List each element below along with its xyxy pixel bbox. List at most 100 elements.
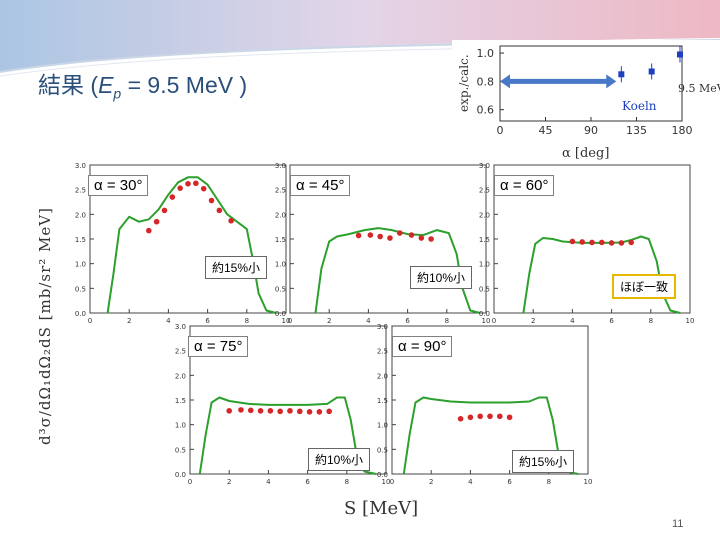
panel-note-30: 約15%小 [205, 256, 268, 279]
data-point [177, 185, 183, 191]
x-tick-label: 8 [245, 317, 249, 325]
data-point [457, 415, 464, 422]
inset-data-point [618, 71, 625, 78]
y-tick-label: 2.0 [479, 211, 490, 219]
data-point [589, 239, 595, 246]
x-tick-label: 0 [88, 317, 92, 325]
y-tick-label: 0.0 [175, 471, 186, 479]
x-tick-label: 2 [531, 317, 535, 325]
x-tick-label: 0 [288, 317, 292, 325]
data-point [267, 408, 274, 414]
data-point [467, 414, 474, 421]
data-point [579, 239, 585, 245]
x-tick-label: 10 [686, 317, 695, 325]
x-tick-label: 10 [382, 478, 391, 486]
x-tick-label: 6 [405, 317, 410, 325]
panel-note-90: 約15%小 [512, 450, 575, 473]
y-tick-label: 2.0 [377, 372, 388, 380]
data-point [226, 408, 232, 414]
y-tick-label: 1.0 [377, 422, 388, 430]
data-point [418, 235, 425, 241]
data-point [355, 232, 362, 239]
x-tick-label: 4 [468, 478, 473, 486]
data-point [287, 408, 293, 414]
inset-data-point [648, 68, 655, 75]
y-tick-label: 1.5 [75, 236, 86, 244]
main-xlabel: S [MeV] [344, 498, 419, 519]
x-tick-label: 6 [305, 478, 310, 486]
data-point [326, 408, 332, 415]
data-point [428, 236, 434, 242]
x-tick-label: 8 [649, 317, 653, 325]
data-point [477, 413, 484, 420]
y-tick-label: 0.5 [479, 285, 490, 293]
data-point [200, 185, 207, 192]
y-tick-label: 2.5 [75, 187, 86, 195]
title-prefix: 結果 ( [38, 72, 99, 98]
inset-x-tick-label: 45 [539, 124, 553, 137]
data-point [277, 408, 283, 415]
inset-y-tick-label: 0.8 [477, 75, 495, 88]
data-point [377, 233, 383, 240]
theory-curve [106, 176, 277, 314]
y-tick-label: 1.5 [479, 236, 490, 244]
data-point [208, 197, 215, 204]
inset-x-tick-label: 135 [626, 124, 647, 137]
data-point [628, 239, 634, 246]
y-tick-label: 2.5 [275, 187, 286, 195]
data-point [161, 207, 168, 214]
y-tick-label: 1.0 [479, 261, 490, 269]
page-number: 11 [672, 518, 684, 530]
y-tick-label: 2.0 [275, 211, 286, 219]
y-tick-label: 0.5 [275, 285, 286, 293]
data-point [618, 240, 625, 246]
y-tick-label: 1.5 [175, 397, 186, 405]
x-tick-label: 4 [570, 317, 575, 325]
y-tick-label: 1.0 [275, 261, 286, 269]
data-point [169, 194, 176, 200]
y-tick-label: 3.0 [175, 323, 186, 331]
panel-label-90: α = 90° [392, 336, 453, 357]
title-subscript: p [113, 85, 122, 102]
x-tick-label: 8 [345, 478, 349, 486]
main-ylabel: d³σ/dΩ₁dΩ₂dS [mb/sr² MeV] [36, 207, 54, 445]
x-tick-label: 0 [390, 478, 394, 486]
x-tick-label: 2 [227, 478, 231, 486]
data-point [257, 408, 264, 414]
y-tick-label: 3.0 [275, 162, 286, 170]
panel-note-45: 約10%小 [410, 266, 473, 289]
inset-label-koeln: Koeln [622, 99, 657, 113]
header-wave-band [0, 0, 720, 72]
x-tick-label: 10 [482, 317, 491, 325]
inset-arrow-head-right [606, 74, 617, 89]
y-tick-label: 0.5 [377, 446, 388, 454]
data-point [316, 409, 323, 415]
inset-x-tick-label: 0 [497, 124, 504, 137]
x-tick-label: 8 [445, 317, 449, 325]
x-tick-label: 4 [366, 317, 371, 325]
x-tick-label: 0 [188, 478, 192, 486]
inset-y-tick-label: 1.0 [477, 47, 495, 60]
y-tick-label: 0.0 [479, 310, 490, 318]
y-tick-label: 2.0 [175, 372, 186, 380]
theory-curve [402, 396, 579, 475]
x-tick-label: 10 [282, 317, 291, 325]
title-suffix: = 9.5 MeV ) [121, 72, 248, 98]
inset-data-point [676, 51, 683, 58]
data-point [599, 239, 605, 246]
inset-label-energy: 9.5 MeV [678, 82, 720, 95]
data-point [367, 232, 374, 238]
panel-label-45: α = 45° [290, 175, 351, 196]
y-tick-label: 3.0 [377, 323, 388, 331]
x-tick-label: 2 [127, 317, 131, 325]
data-point [569, 238, 576, 245]
y-tick-label: 3.0 [75, 162, 86, 170]
x-tick-label: 2 [429, 478, 433, 486]
x-tick-label: 6 [507, 478, 512, 486]
inset-xlabel: α [deg] [562, 146, 609, 161]
inset-ratio-chart: exp./calc. α [deg] 1.0 0.8 0.6 0 45 90 135 180… [457, 45, 720, 161]
data-point [238, 407, 244, 413]
panel-label-60: α = 60° [494, 175, 555, 196]
y-tick-label: 0.0 [75, 310, 86, 318]
panel-note-60: ほぼ一致 [612, 274, 677, 299]
